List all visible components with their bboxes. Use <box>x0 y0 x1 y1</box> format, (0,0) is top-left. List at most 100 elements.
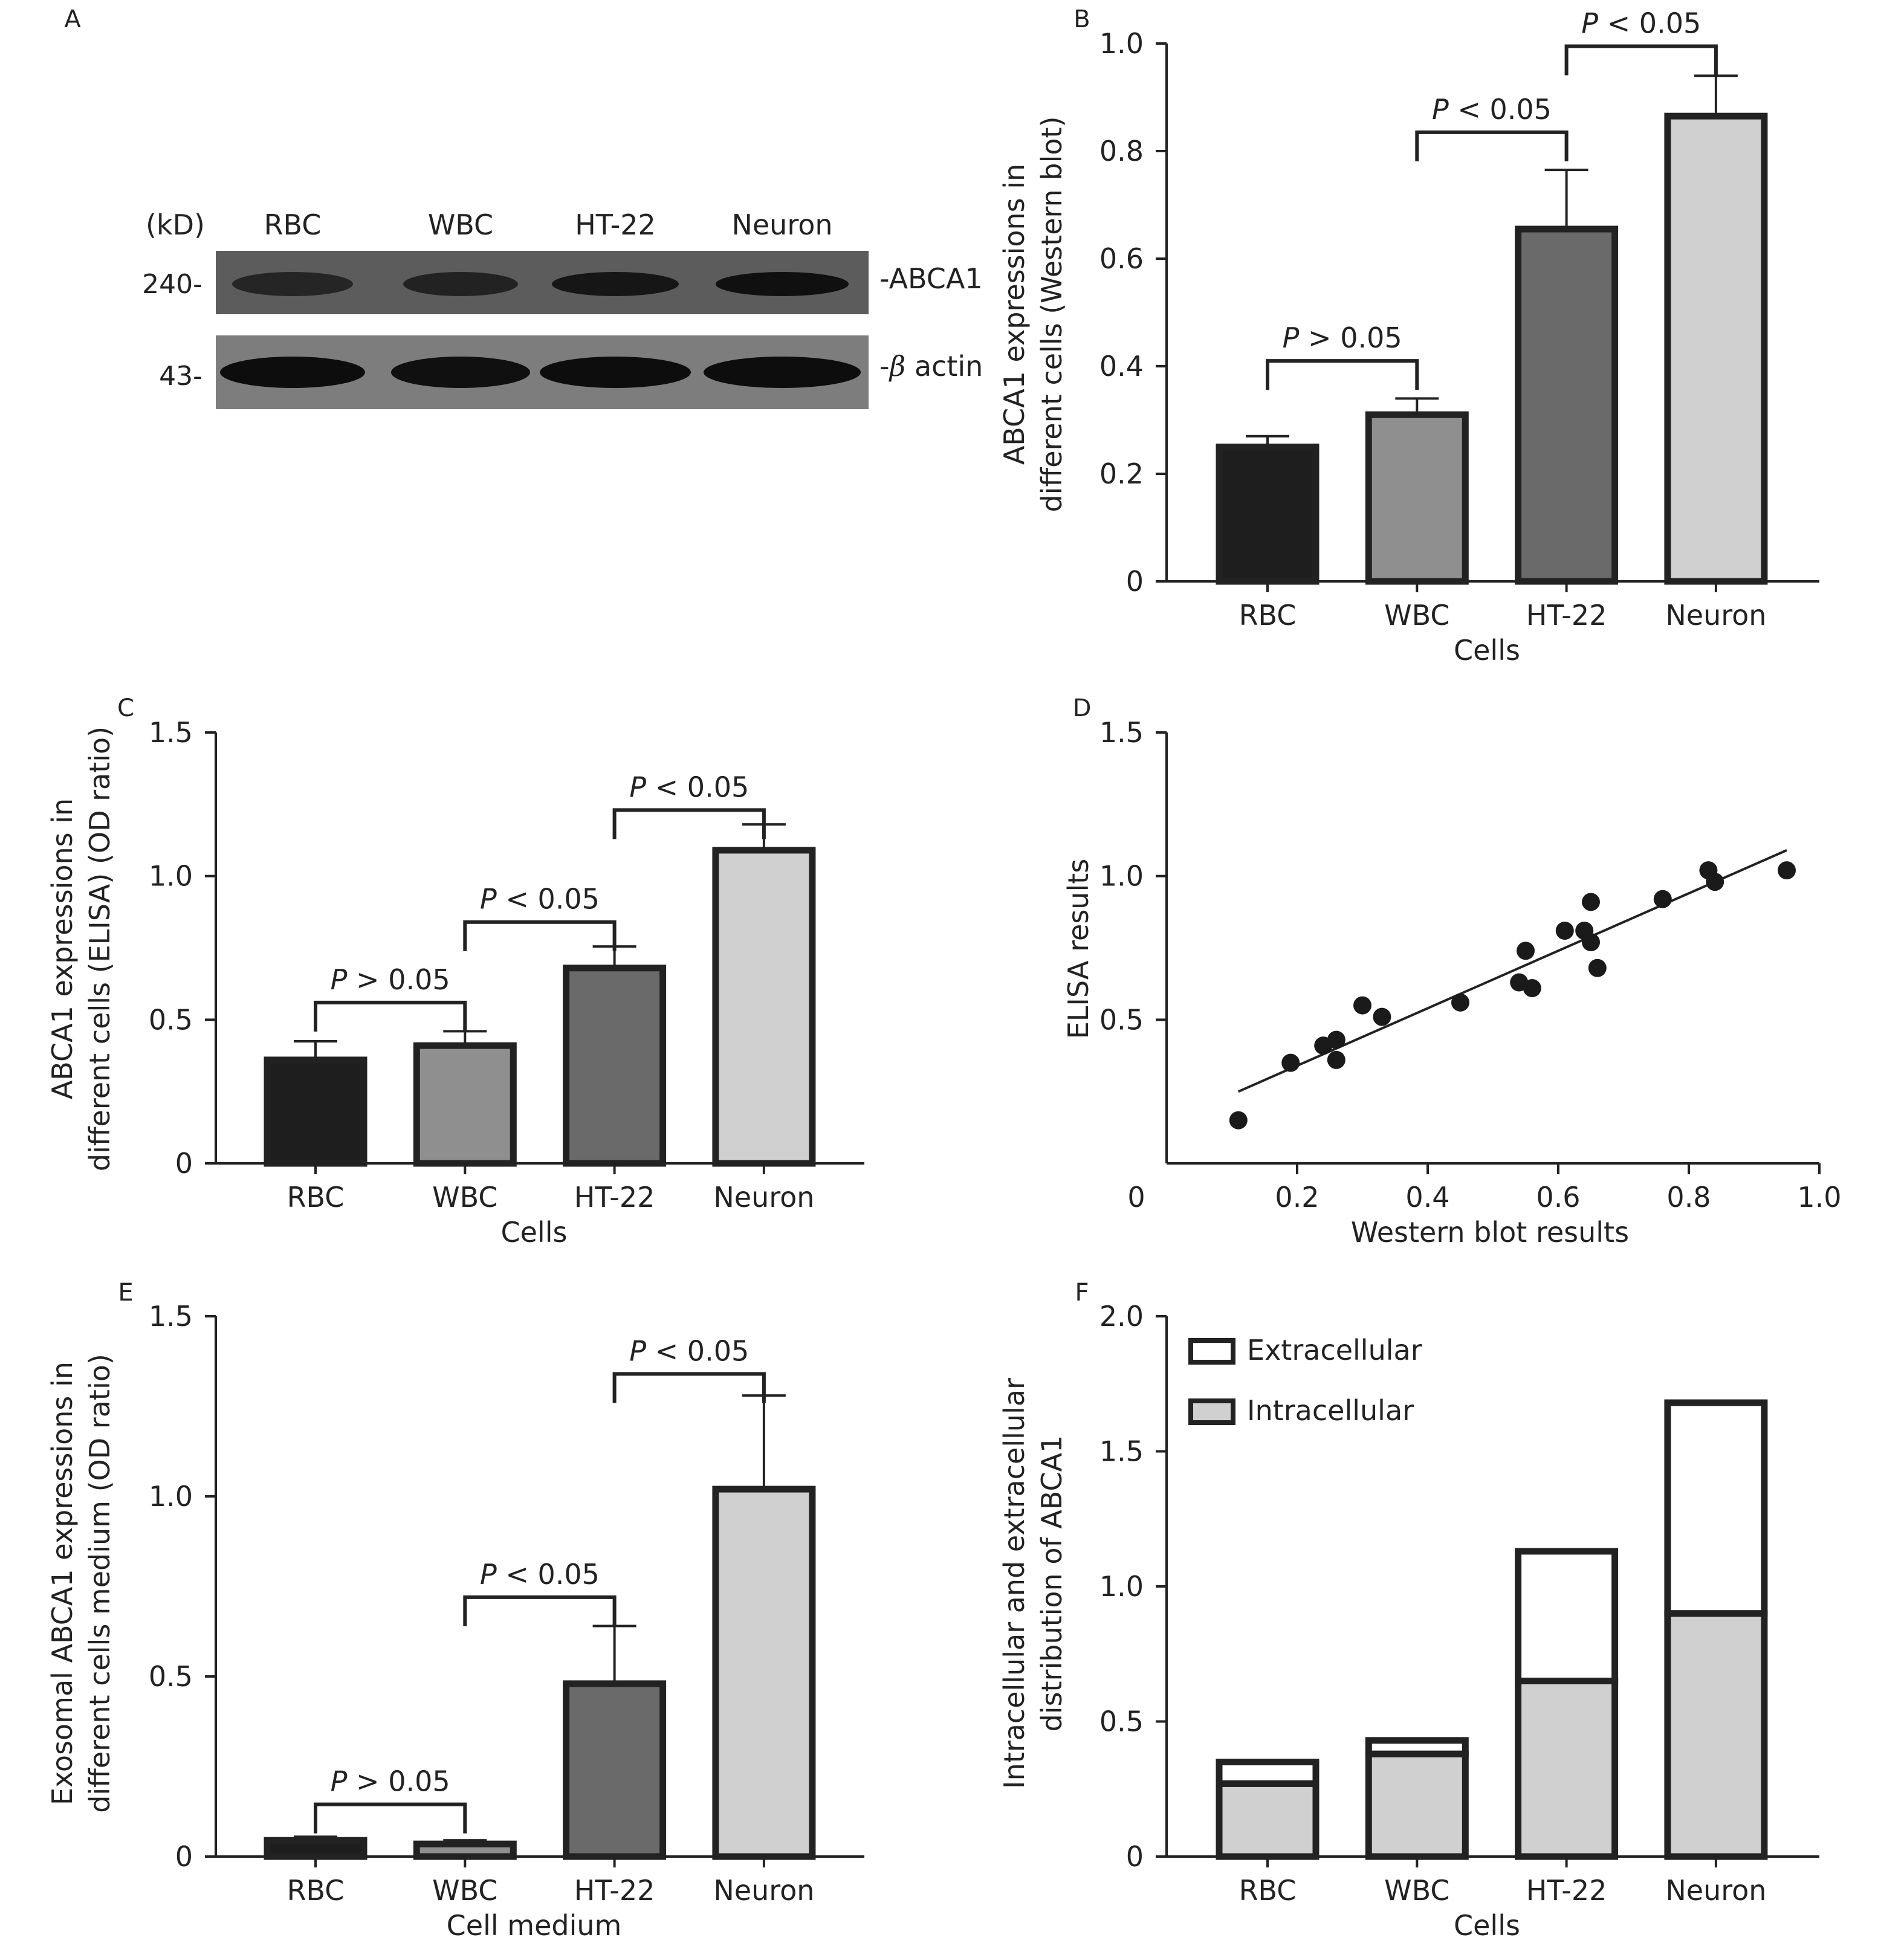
p-value-text: < 0.05 <box>646 1334 749 1367</box>
stacked-bar-segment <box>1664 1399 1768 1617</box>
scatter-point <box>1582 893 1600 911</box>
x-axis-title: Cells <box>1454 1909 1520 1942</box>
y-tick-label: 0 <box>175 1147 193 1180</box>
bar <box>712 1485 816 1860</box>
x-tick-label: Neuron <box>1665 1874 1766 1907</box>
stacked-bar-segment <box>1664 1610 1768 1860</box>
panel-e-chart: E 0 0.5 1.0 1.5 RBC WBC HT-22 Neuron Cell medium E… <box>46 1279 864 1942</box>
y-tick-label: 1.5 <box>1099 1435 1144 1468</box>
blot-band <box>391 357 530 388</box>
y-tick-label: 1.5 <box>149 716 193 749</box>
stacked-bar-segment <box>1216 1780 1320 1860</box>
panel-letter: E <box>118 1279 133 1307</box>
y-tick-label: 1.0 <box>1099 860 1144 893</box>
scatter-point <box>1229 1111 1248 1130</box>
blot-band <box>403 272 518 296</box>
legend-label: Intracellular <box>1247 1394 1414 1427</box>
y-axis-title: different cells (Western blot) <box>1035 116 1068 512</box>
scatter-point <box>1281 1053 1300 1072</box>
blot-band <box>552 272 679 296</box>
bar <box>1664 112 1768 585</box>
stacked-bar-segment <box>1365 1737 1469 1757</box>
y-tick-label: 1.0 <box>1099 1570 1144 1603</box>
panel-letter: C <box>117 694 134 722</box>
legend-swatch <box>1188 1338 1235 1365</box>
significance-label: P < 0.05 <box>1432 93 1552 126</box>
blot-lane-label: WBC <box>428 208 493 241</box>
panel-letter-a: A <box>64 5 81 33</box>
scatter-point <box>1327 1050 1345 1069</box>
x-tick-label: 0.8 <box>1666 1181 1711 1214</box>
scatter-point <box>1778 861 1796 880</box>
y-axis-title: different cells medium (OD ratio) <box>83 1354 116 1813</box>
blot-band <box>540 357 691 388</box>
x-tick-label: 0.6 <box>1536 1181 1580 1214</box>
panel-a-western-blot: A (kD) RBC WBC HT-22 Neuron 240- 43- -AB… <box>64 5 983 409</box>
blot-band-label-abca1: -ABCA1 <box>879 262 983 295</box>
scatter-point <box>1523 979 1541 998</box>
bar <box>1216 444 1320 585</box>
y-tick-label: 0.8 <box>1099 135 1144 167</box>
p-symbol: P <box>629 771 646 803</box>
significance-label: P > 0.05 <box>331 963 450 996</box>
blot-lane-label: Neuron <box>731 208 832 241</box>
y-tick-label: 0.2 <box>1099 457 1144 490</box>
significance-bracket <box>1415 130 1569 161</box>
x-tick-label: HT-22 <box>574 1181 655 1214</box>
p-symbol: P <box>480 883 497 916</box>
x-tick-label: WBC <box>1384 1874 1449 1907</box>
y-tick-label: 0.5 <box>149 1660 193 1693</box>
y-tick-label: 0 <box>175 1840 193 1873</box>
x-tick-label: Neuron <box>713 1181 814 1214</box>
stacked-bar-segment <box>1515 1677 1619 1860</box>
y-axis-title: ABCA1 expressions in <box>46 798 79 1099</box>
y-tick-label: 1.0 <box>1099 27 1144 60</box>
bar <box>712 847 816 1167</box>
scatter-point <box>1588 958 1607 977</box>
p-value-text: < 0.05 <box>1449 93 1552 126</box>
blot-marker-240: 240- <box>142 269 202 300</box>
x-tick-label: WBC <box>432 1874 497 1907</box>
bar <box>264 1837 368 1860</box>
y-axis-title: different cells (ELISA) (OD ratio) <box>83 726 116 1171</box>
significance-bracket <box>612 808 766 839</box>
stacked-bar-segment <box>1515 1548 1619 1684</box>
scatter-point <box>1653 890 1672 908</box>
p-value-text: > 0.05 <box>347 1765 450 1798</box>
y-tick-label: 0.5 <box>1099 1003 1144 1036</box>
legend-swatch <box>1188 1398 1235 1425</box>
significance-label: P < 0.05 <box>480 883 600 916</box>
scatter-point <box>1327 1030 1345 1049</box>
y-tick-label: 1.5 <box>1099 716 1144 749</box>
x-tick-label: RBC <box>1239 1874 1297 1907</box>
y-axis-title: distribution of ABCA1 <box>1035 1435 1068 1732</box>
stacked-bar-segment <box>1365 1750 1469 1860</box>
panel-c-chart: C 0 0.5 1.0 1.5 RBC WBC HT-22 Neuron Cells ABCA1 e… <box>46 694 864 1249</box>
x-axis-title: Cells <box>1454 634 1520 667</box>
significance-bracket <box>314 1000 467 1032</box>
scatter-point <box>1353 996 1371 1015</box>
p-symbol: P <box>480 1558 497 1591</box>
p-value-text: < 0.05 <box>497 1558 600 1591</box>
bar <box>264 1056 368 1167</box>
blot-lane-label: HT-22 <box>575 208 656 241</box>
p-symbol: P <box>331 963 348 996</box>
scatter-point <box>1517 942 1535 960</box>
panel-letter: F <box>1075 1279 1089 1307</box>
x-tick-label: Neuron <box>1665 599 1766 632</box>
p-value-text: < 0.05 <box>497 883 600 916</box>
x-tick-label: 1.0 <box>1797 1181 1841 1214</box>
y-axis-title: Intracellular and extracellular <box>998 1378 1031 1789</box>
significance-label: P < 0.05 <box>480 1558 600 1591</box>
scatter-point <box>1555 921 1574 940</box>
x-tick-label: HT-22 <box>574 1874 655 1907</box>
x-tick-label: Neuron <box>713 1874 814 1907</box>
significance-bracket <box>612 1372 766 1403</box>
significance-bracket <box>1564 44 1718 76</box>
x-tick-label: RBC <box>287 1181 345 1214</box>
y-axis-title: Exosomal ABCA1 expressions in <box>46 1362 79 1805</box>
bar <box>563 1680 667 1860</box>
x-tick-label: WBC <box>1384 599 1449 632</box>
y-tick-label: 1.0 <box>149 1480 193 1513</box>
x-tick-label: RBC <box>1239 599 1297 632</box>
